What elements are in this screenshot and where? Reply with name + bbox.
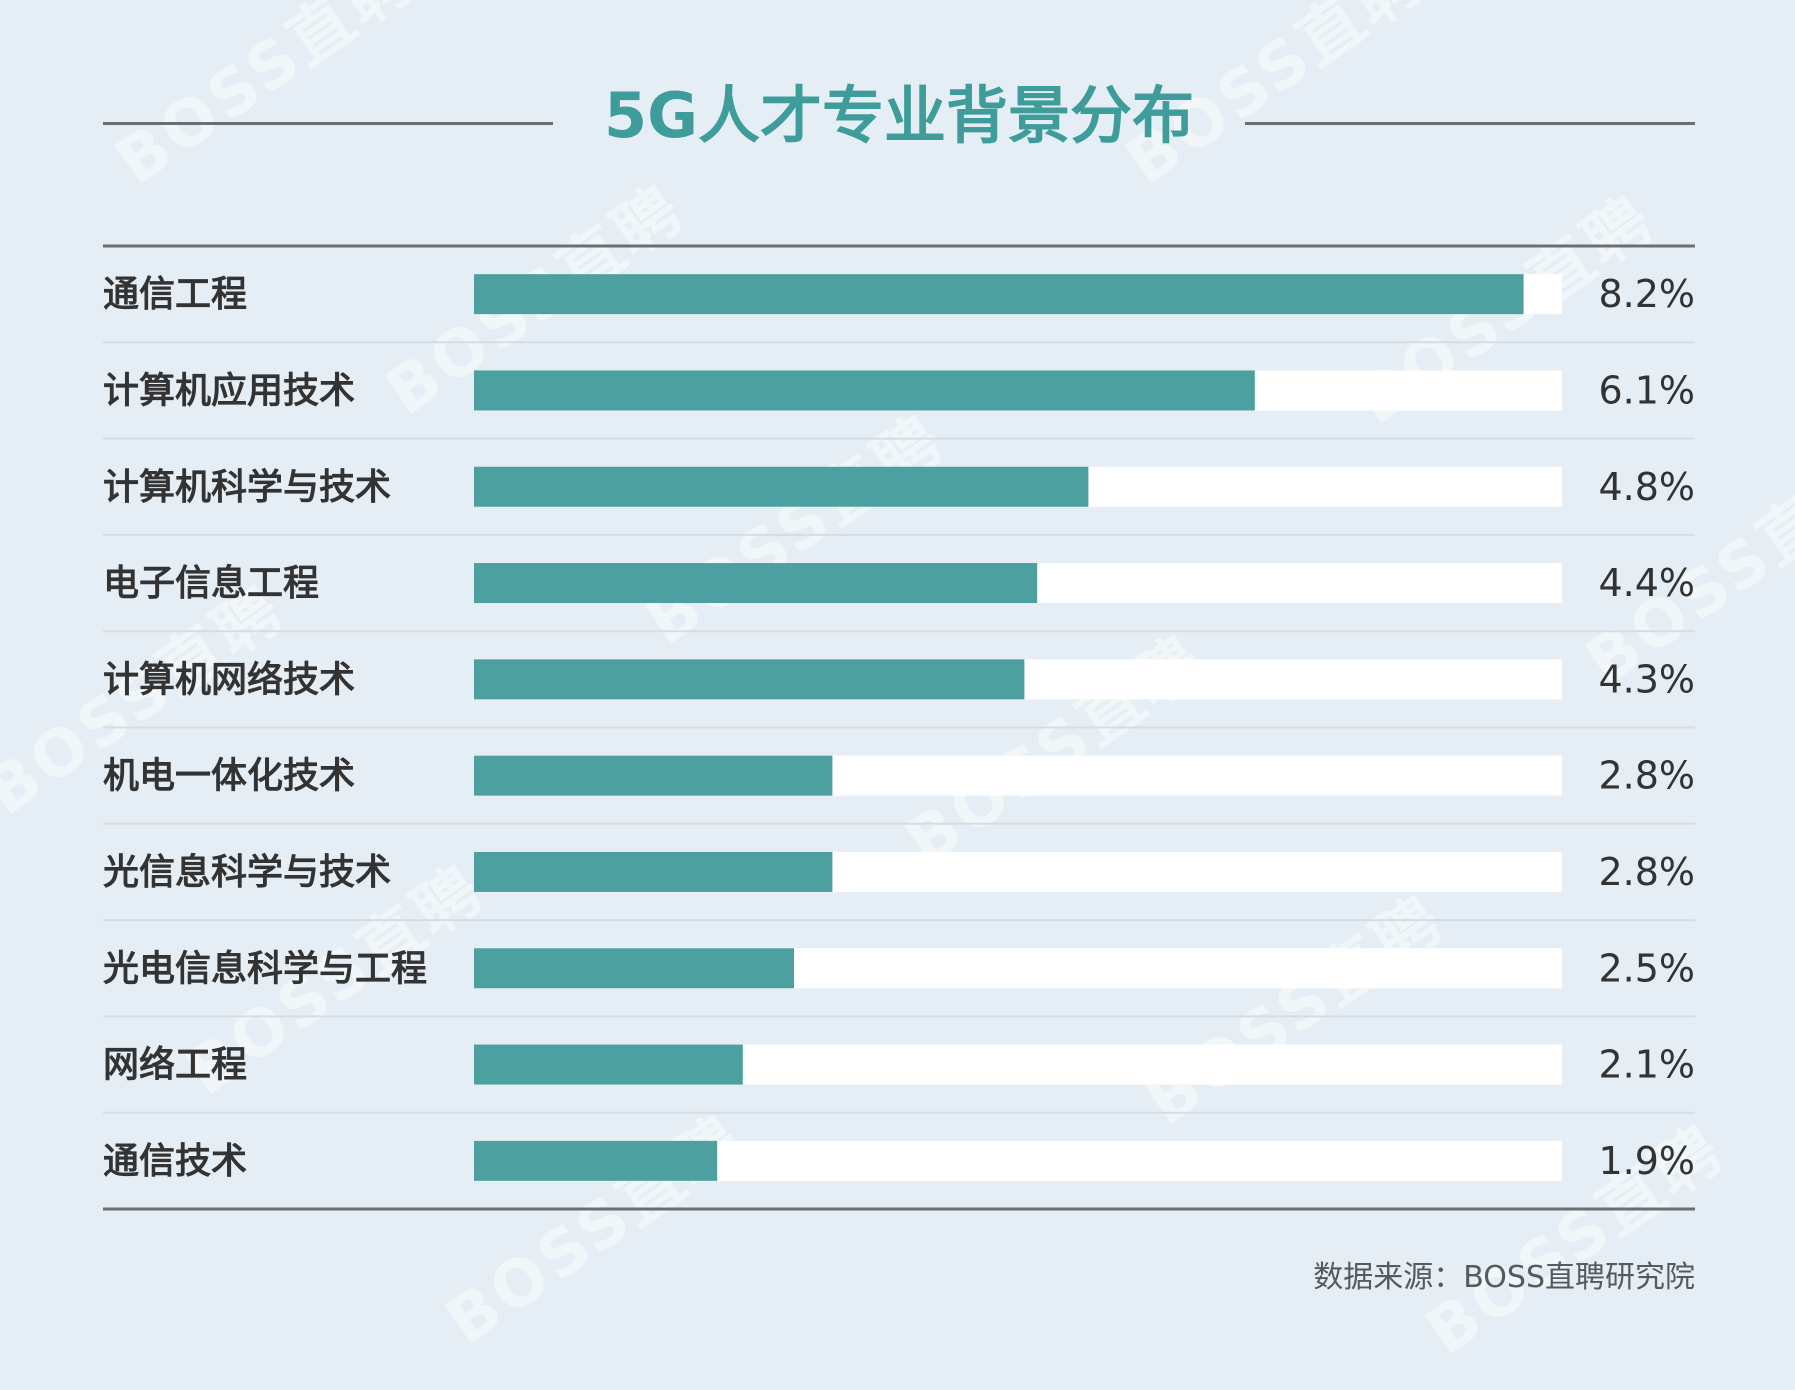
category-label: 网络工程 — [103, 1044, 247, 1086]
value-label: 4.8% — [1598, 465, 1695, 509]
value-label: 2.5% — [1598, 946, 1695, 990]
bar — [474, 851, 833, 892]
bar — [474, 1044, 743, 1085]
bar — [474, 274, 1524, 315]
value-label: 2.8% — [1598, 754, 1695, 798]
bar — [474, 466, 1089, 507]
category-label: 机电一体化技术 — [103, 756, 355, 797]
category-label: 通信技术 — [103, 1141, 247, 1182]
value-label: 4.4% — [1598, 561, 1695, 605]
title-rule-right — [1245, 122, 1695, 125]
category-label: 通信工程 — [103, 274, 247, 315]
category-label: 光电信息科学与工程 — [103, 947, 427, 989]
value-label: 1.9% — [1598, 1139, 1695, 1183]
category-label: 电子信息工程 — [103, 563, 319, 604]
value-label: 6.1% — [1598, 368, 1695, 412]
bar — [474, 659, 1025, 700]
chart-title: 5G人才专业背景分布 — [603, 79, 1195, 152]
category-label: 计算机科学与技术 — [103, 466, 391, 508]
value-label: 2.8% — [1598, 850, 1695, 894]
title-rule-left — [103, 122, 553, 125]
source-note: 数据来源：BOSS直聘研究院 — [1313, 1260, 1695, 1295]
bar — [474, 755, 833, 796]
bar — [474, 948, 794, 989]
title-row: 5G人才专业背景分布 — [103, 68, 1695, 178]
bar — [474, 1140, 718, 1181]
category-label: 计算机应用技术 — [103, 370, 355, 411]
category-label: 光信息科学与技术 — [103, 851, 391, 893]
category-label: 计算机网络技术 — [103, 658, 355, 700]
bar — [474, 563, 1038, 604]
value-label: 2.1% — [1598, 1043, 1695, 1087]
value-label: 8.2% — [1598, 272, 1695, 316]
bar — [474, 370, 1255, 411]
value-label: 4.3% — [1598, 657, 1695, 701]
